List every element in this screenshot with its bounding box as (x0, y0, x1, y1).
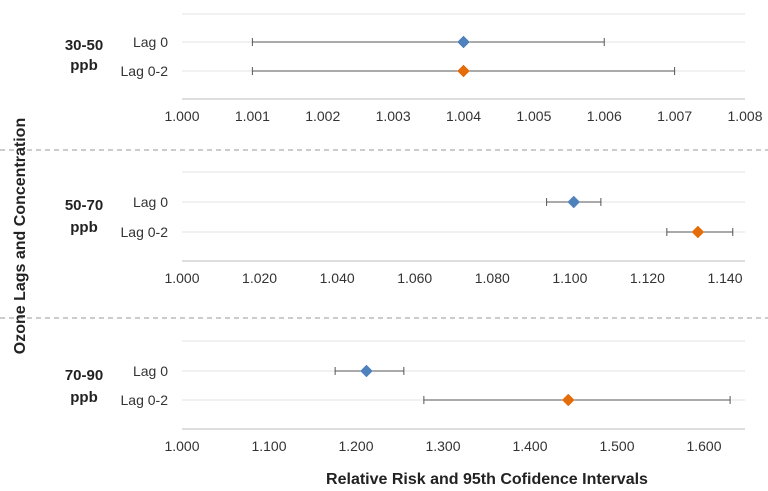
panel-3-row-1-label: Lag 0 (133, 363, 168, 379)
panel-1-row-2-label: Lag 0-2 (121, 63, 169, 79)
panel-2-row-1-label: Lag 0 (133, 194, 168, 210)
panel-3-row-2-estimate-marker (561, 393, 575, 407)
panel-1-x-tick-label: 1.002 (305, 108, 340, 124)
panel-2-row-2-estimate-marker (691, 225, 705, 239)
panel-1-row-1-estimate-marker (457, 35, 470, 49)
panel-2-x-tick-label: 1.080 (475, 270, 510, 286)
panel-2-group-label: 50-70 (65, 197, 103, 214)
panel-1-group-label: 30-50 (65, 37, 103, 54)
panel-1-x-tick-label: 1.001 (235, 108, 270, 124)
panel-3-row-1-estimate-marker (360, 364, 373, 378)
panel-3-row-2-label: Lag 0-2 (121, 392, 169, 408)
panel-3-group-label: ppb (70, 389, 98, 406)
panel-3-x-tick-label: 1.100 (251, 438, 286, 454)
panel-3-x-tick-label: 1.300 (425, 438, 460, 454)
panel-1-x-tick-label: 1.003 (376, 108, 411, 124)
panel-1-x-tick-label: 1.000 (164, 108, 199, 124)
panel-1-x-tick-label: 1.007 (657, 108, 692, 124)
panel-2-x-tick-label: 1.040 (320, 270, 355, 286)
panel-1-row-2-estimate-marker (457, 64, 470, 78)
panel-1-row-1-label: Lag 0 (133, 34, 168, 50)
panel-2-x-tick-label: 1.100 (552, 270, 587, 286)
panel-3-x-tick-label: 1.500 (599, 438, 634, 454)
marks-layer (251, 35, 734, 407)
panel-3-x-tick-label: 1.400 (512, 438, 547, 454)
y-axis-title: Ozone Lags and Concentration (12, 118, 29, 354)
panel-2-row-2-label: Lag 0-2 (121, 224, 169, 240)
x-axis-title: Relative Risk and 95th Cofidence Interva… (326, 471, 648, 488)
panel-2-x-tick-label: 1.000 (164, 270, 199, 286)
panel-2-x-tick-label: 1.060 (397, 270, 432, 286)
panel-2-row-1-estimate-marker (567, 195, 581, 209)
panel-2-x-tick-label: 1.140 (707, 270, 742, 286)
panel-2-group-label: ppb (70, 219, 98, 236)
panel-2-x-tick-label: 1.020 (242, 270, 277, 286)
panel-3-x-tick-label: 1.200 (338, 438, 373, 454)
panel-1-group-label: ppb (70, 57, 98, 74)
panel-1-x-tick-label: 1.005 (516, 108, 551, 124)
panel-1-x-tick-label: 1.006 (587, 108, 622, 124)
panel-3-x-tick-label: 1.000 (164, 438, 199, 454)
grid-layer (0, 13, 768, 430)
panel-3-x-tick-label: 1.600 (686, 438, 721, 454)
panel-2-x-tick-label: 1.120 (630, 270, 665, 286)
text-layer: 1.000 1.001 1.002 1.003 1.004 1.005 1.006 1.007… (65, 34, 763, 454)
panel-1-x-tick-label: 1.004 (446, 108, 481, 124)
panel-3-group-label: 70-90 (65, 367, 103, 384)
panel-1-x-tick-label: 1.008 (727, 108, 762, 124)
